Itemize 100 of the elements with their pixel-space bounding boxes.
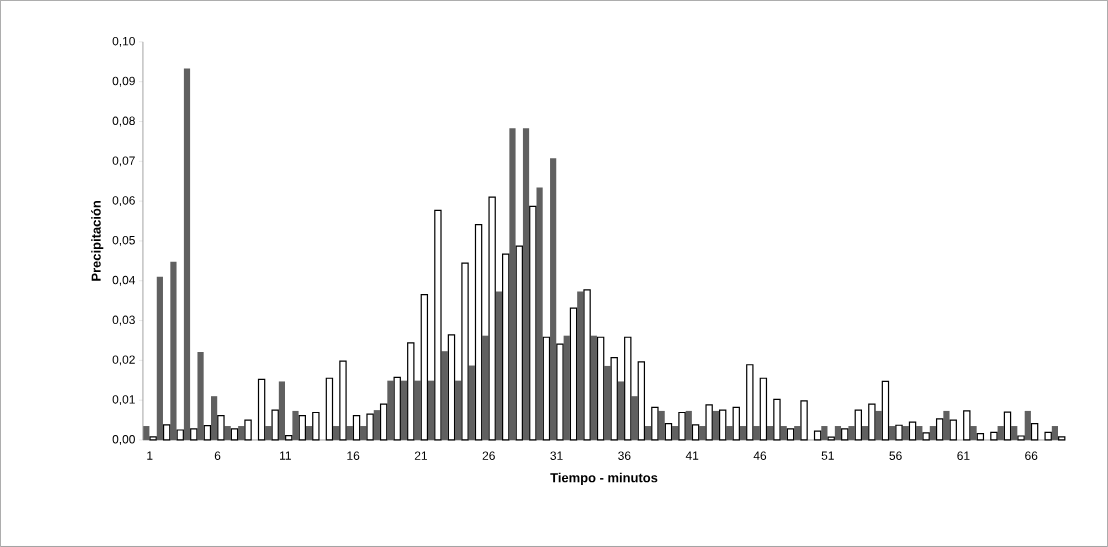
x-tick-label: 51 xyxy=(821,451,834,460)
x-tick-label: 21 xyxy=(414,451,427,460)
bar xyxy=(610,357,618,441)
bar xyxy=(895,424,903,441)
bar xyxy=(834,426,842,441)
bar xyxy=(881,380,890,441)
bar xyxy=(257,378,266,441)
bar xyxy=(162,424,171,441)
bar xyxy=(373,410,380,441)
bar xyxy=(583,289,591,441)
bar xyxy=(990,431,998,441)
bar xyxy=(420,294,429,441)
bar xyxy=(739,426,747,441)
bar xyxy=(379,403,388,441)
bar xyxy=(902,426,909,441)
bar xyxy=(474,224,483,441)
bar xyxy=(604,365,611,441)
bar xyxy=(624,336,632,441)
bar xyxy=(143,426,150,441)
bar xyxy=(238,426,245,441)
y-tick-label: 0,00 xyxy=(112,435,135,445)
bar xyxy=(854,409,863,441)
bar xyxy=(285,435,293,441)
x-tick-label: 11 xyxy=(280,451,291,460)
bar xyxy=(461,262,469,441)
bar xyxy=(569,307,578,441)
y-tick-label: 0,02 xyxy=(112,355,135,366)
bar xyxy=(577,291,584,441)
bar xyxy=(224,426,231,441)
bar xyxy=(197,352,204,441)
bar xyxy=(455,380,462,441)
bar xyxy=(644,426,652,441)
bar xyxy=(773,398,781,441)
bar xyxy=(651,406,659,441)
bar xyxy=(861,426,869,441)
y-tick-label: 0,09 xyxy=(112,76,135,87)
bar xyxy=(366,413,374,441)
bar xyxy=(170,261,177,441)
bar xyxy=(685,410,692,441)
bar xyxy=(312,411,320,441)
bar xyxy=(522,128,530,441)
bar xyxy=(265,426,272,441)
bar xyxy=(813,430,822,441)
bar xyxy=(230,428,239,441)
bar xyxy=(400,380,408,441)
bar xyxy=(468,365,475,441)
x-axis-title: Tiempo - minutos xyxy=(550,472,658,485)
bar xyxy=(691,424,700,441)
bar xyxy=(434,209,442,441)
bar xyxy=(183,68,191,441)
bar xyxy=(617,381,625,441)
bar xyxy=(292,410,299,441)
bar xyxy=(393,376,401,441)
bar xyxy=(759,377,768,441)
bar xyxy=(631,396,638,441)
bar xyxy=(590,335,597,441)
x-tick-label: 31 xyxy=(550,451,563,460)
bar xyxy=(211,396,218,441)
y-axis-title: Precipitación xyxy=(91,201,104,281)
bar xyxy=(848,426,855,441)
x-tick-label: 41 xyxy=(685,451,699,460)
bar xyxy=(875,410,882,441)
y-tick-label: 0,08 xyxy=(112,116,135,127)
bar xyxy=(712,410,719,441)
bar xyxy=(407,342,415,441)
bar xyxy=(746,364,754,441)
bar xyxy=(997,426,1004,441)
bar xyxy=(949,419,957,441)
bar xyxy=(753,426,760,441)
bar xyxy=(217,415,225,441)
y-tick-label: 0,07 xyxy=(112,156,135,167)
x-tick-label: 61 xyxy=(957,451,970,460)
bar xyxy=(542,336,551,441)
bar xyxy=(718,409,727,441)
bar xyxy=(149,436,157,441)
x-tick-label: 66 xyxy=(1025,451,1038,460)
bar xyxy=(156,276,163,441)
bar xyxy=(916,426,923,441)
bar xyxy=(360,426,367,441)
bar xyxy=(1011,426,1018,441)
bar xyxy=(352,415,361,441)
bar xyxy=(529,205,537,441)
x-tick-label: 6 xyxy=(214,451,221,460)
bar xyxy=(550,158,557,441)
bar xyxy=(732,406,740,441)
bar xyxy=(1044,431,1052,441)
y-tick-label: 0,06 xyxy=(112,196,135,207)
bar xyxy=(176,429,184,441)
bar xyxy=(970,426,977,441)
x-tick-label: 16 xyxy=(347,451,360,460)
bar xyxy=(943,410,950,441)
bar xyxy=(767,426,774,441)
bar xyxy=(678,411,686,441)
bar xyxy=(1051,426,1059,441)
bar xyxy=(325,377,334,441)
bar xyxy=(596,336,605,441)
bar xyxy=(244,419,252,441)
bar xyxy=(976,433,985,441)
bar xyxy=(821,426,828,441)
bar xyxy=(495,291,503,441)
